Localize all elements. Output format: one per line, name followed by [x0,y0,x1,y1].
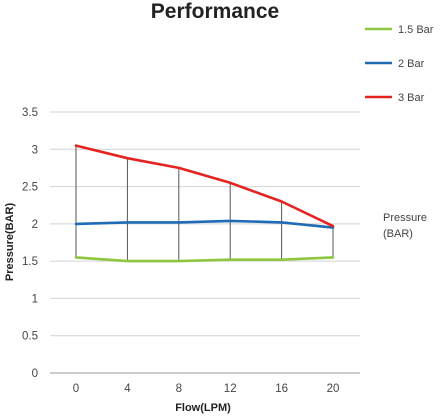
x-tick-label: 12 [224,383,237,395]
x-axis-label: Flow(LPM) [175,402,231,414]
drop-lines [75,145,334,262]
x-axis-ticks: 0 4 8 12 16 20 [73,383,340,395]
series-line [74,219,335,229]
legend-label: 1.5 Bar [398,24,434,36]
chart-title: Performance [151,0,279,23]
x-tick-label: 4 [124,383,131,395]
y-tick-label: 3.5 [22,107,38,119]
legend-label: 3 Bar [398,92,425,104]
y-tick-label: 3 [32,144,38,156]
x-tick-label: 20 [327,383,340,395]
x-tick-label: 8 [176,383,182,395]
legend: 1.5 Bar 2 Bar 3 Bar [365,24,434,104]
legend-label: 2 Bar [398,58,425,70]
side-label-line-2: (BAR) [383,228,413,240]
y-tick-label: 2 [32,219,38,231]
y-axis-label: Pressure(BAR) [4,203,16,282]
series-lines [74,144,335,263]
x-tick-label: 16 [275,383,288,395]
y-tick-label: 0.5 [22,331,38,343]
y-axis-ticks: 0 0.5 1 1.5 2 2.5 3 3.5 [22,107,38,380]
y-tick-label: 0 [32,368,38,380]
series-line [74,256,335,263]
x-tick-label: 0 [73,383,79,395]
y-tick-label: 2.5 [22,182,38,194]
side-label-line-1: Pressure [383,212,427,224]
series-line [74,144,335,228]
y-tick-label: 1 [32,293,38,305]
y-tick-label: 1.5 [22,256,38,268]
